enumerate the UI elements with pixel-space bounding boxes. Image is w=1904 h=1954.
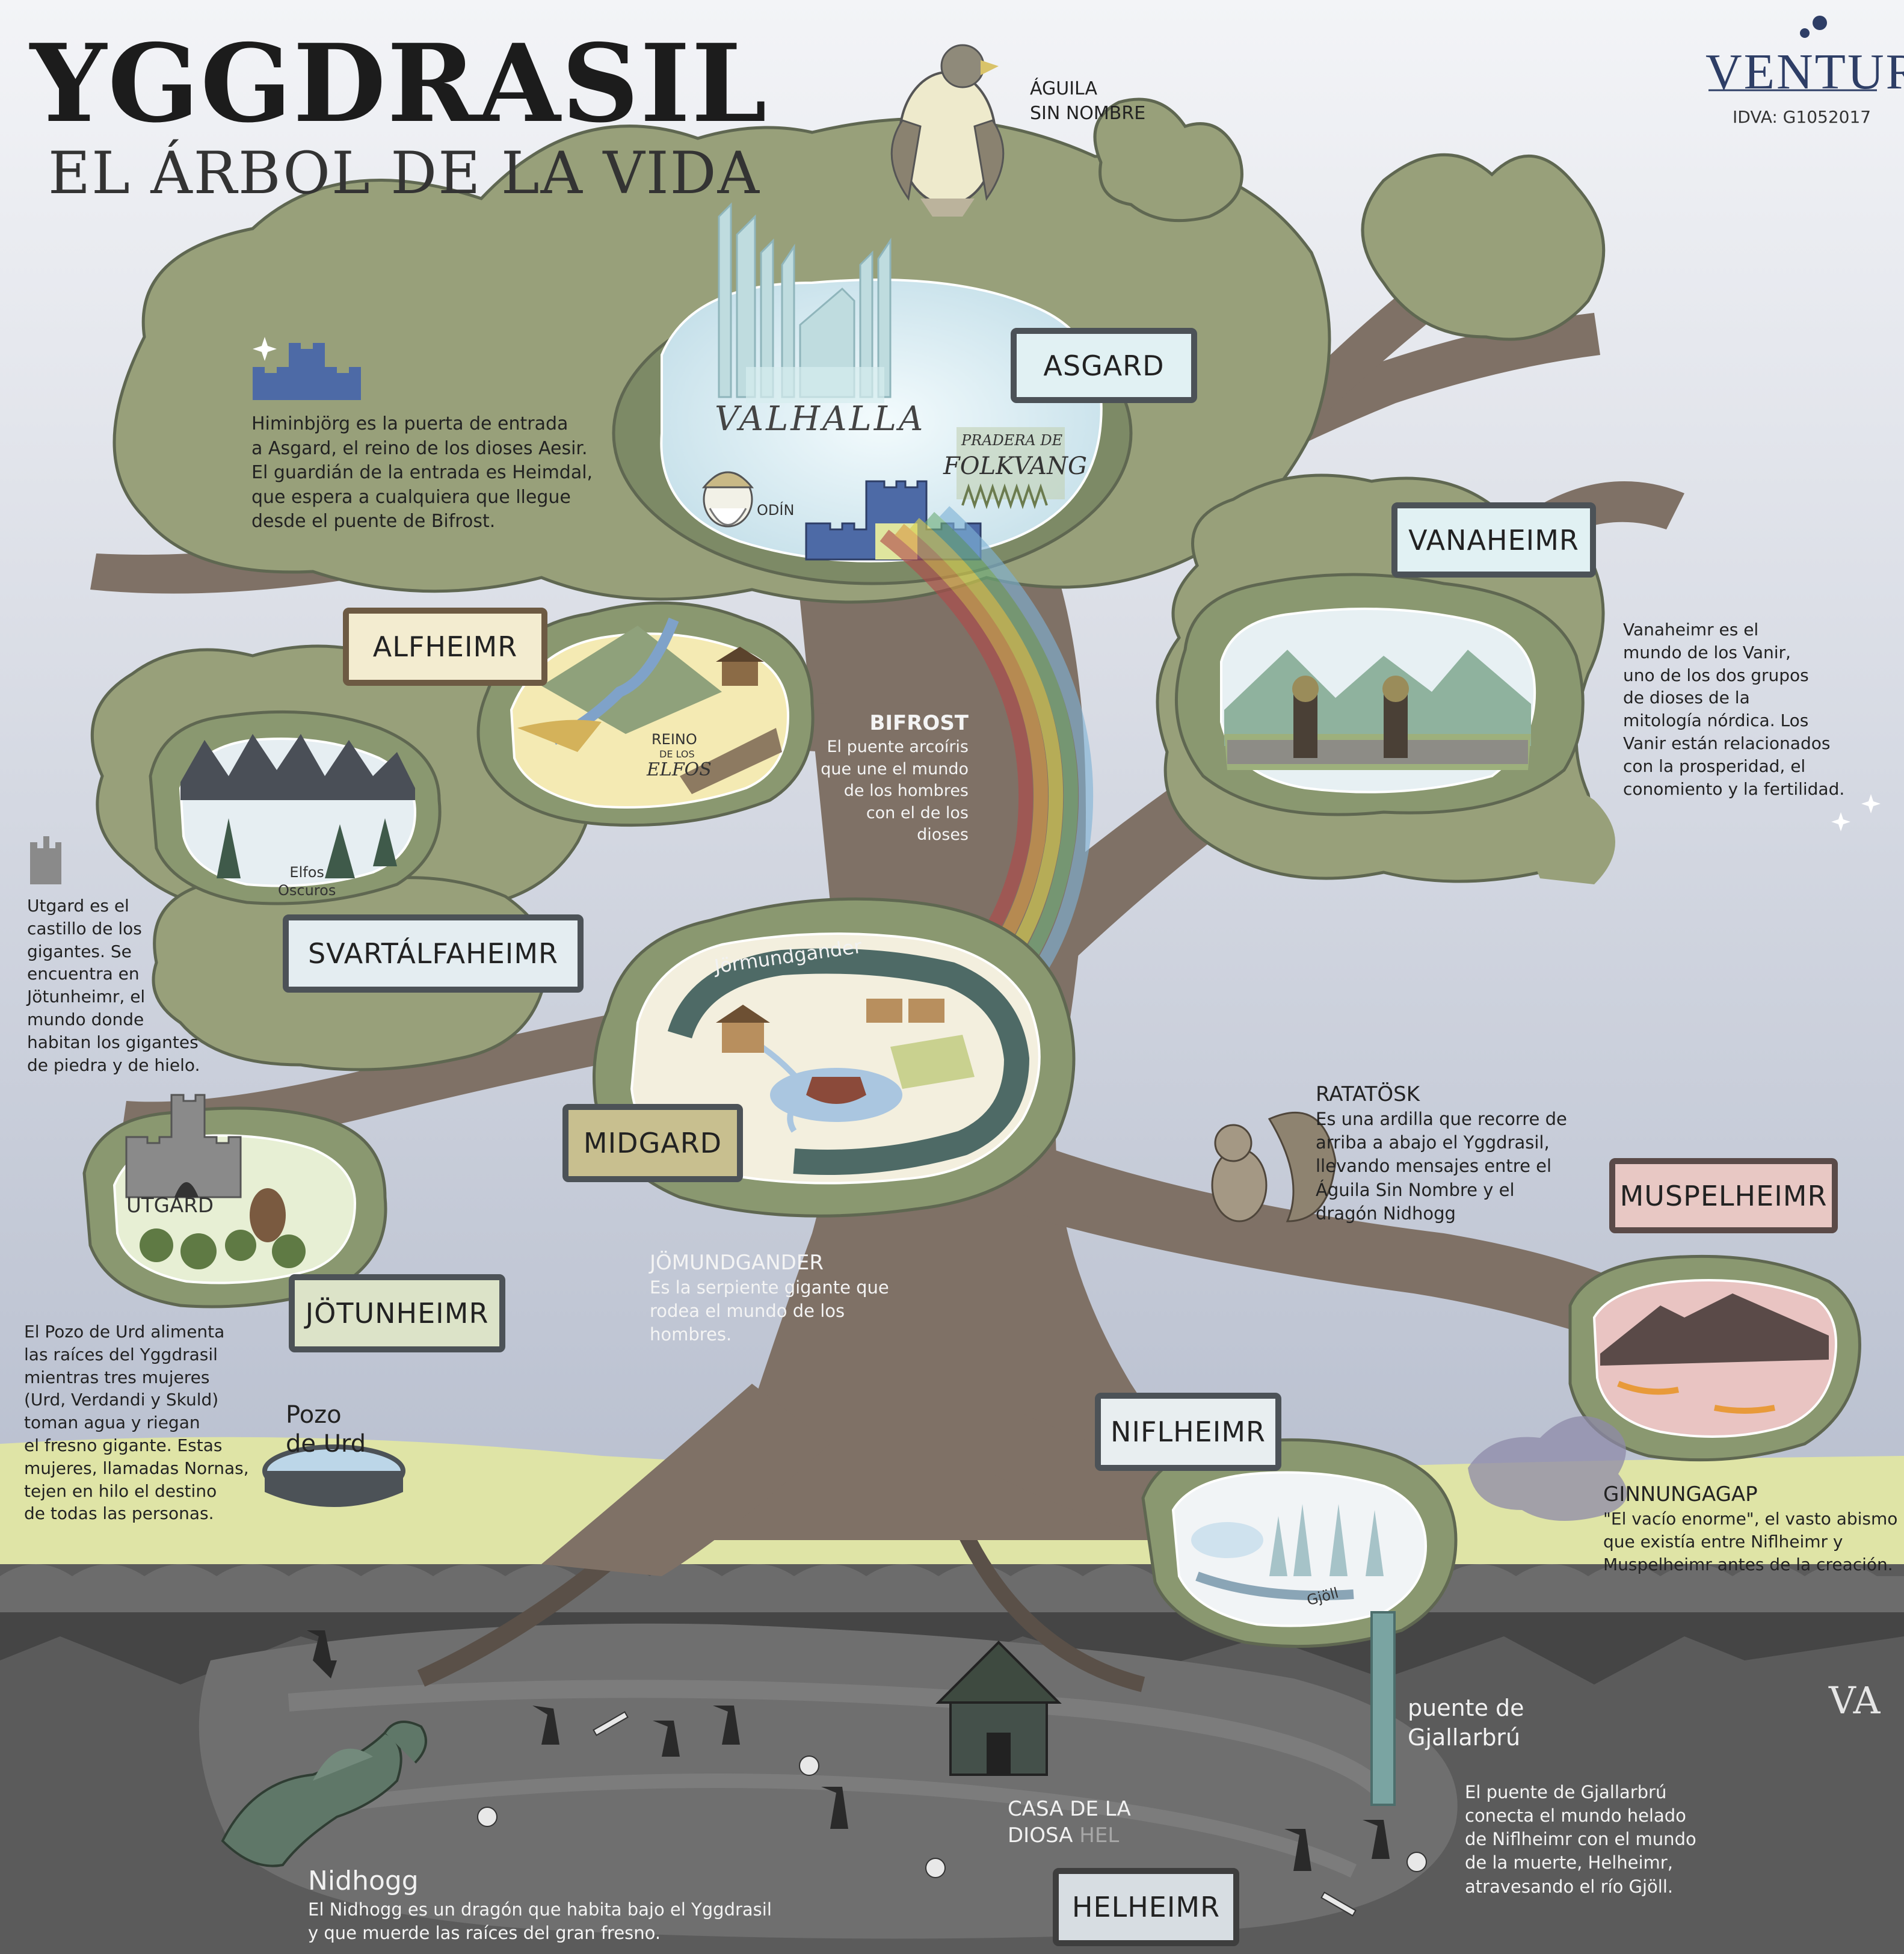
gjallarbru-bridge	[1370, 1611, 1396, 1806]
realm-plate-helheimr: HELHEIMR	[1053, 1868, 1239, 1946]
pradera-label: PRADERA DE	[961, 432, 1063, 449]
asgard-bubble	[612, 202, 1133, 585]
realm-plate-niflheimr: NIFLHEIMR	[1095, 1393, 1281, 1471]
pozo-label: Pozo de Urd	[286, 1401, 366, 1458]
star-icon	[253, 337, 1881, 831]
reino-label: REINO	[652, 731, 697, 748]
vanaheimr-bubble	[1174, 573, 1585, 816]
odin-label: ODÍN	[757, 502, 795, 519]
realm-plate-muspelheimr: MUSPELHEIMR	[1609, 1158, 1838, 1233]
page-title: YGGDRASIL	[30, 20, 768, 146]
skull-icon	[477, 1807, 498, 1827]
skull-icon	[1406, 1852, 1427, 1872]
utgard-text: Utgard es el castillo de los gigantes. S…	[27, 896, 200, 1075]
castle-icon	[253, 343, 361, 400]
ginnungagap-text: GINNUNGAGAP "El vacío enorme", el vasto …	[1603, 1482, 1898, 1574]
ginnungagap-mist	[1468, 1416, 1627, 1521]
ship-icon	[806, 1077, 866, 1104]
well-of-urd	[262, 1444, 405, 1507]
pozo-text: El Pozo de Urd alimenta las raíces del Y…	[24, 1322, 249, 1524]
castle-icon	[125, 1094, 242, 1198]
page-subtitle: EL ÁRBOL DE LA VIDA	[48, 140, 760, 207]
svartalfaheimr-bubble	[149, 710, 442, 905]
skull-icon	[799, 1755, 819, 1776]
utgard-label: UTGARD	[126, 1194, 214, 1218]
folkvang-label: FOLKVANG	[943, 452, 1088, 480]
volcano-icon	[1600, 1293, 1829, 1366]
casa-hel-label: CASA DE LA DIOSA HEL	[1008, 1797, 1131, 1848]
skull-icon	[925, 1858, 946, 1878]
jotunheimr-bubble	[82, 1094, 387, 1308]
bifrost-text: BIFROST El puente arcoíris que une el mu…	[821, 711, 969, 844]
brand-logo: VENTURA	[1705, 44, 1904, 100]
eagle-icon	[890, 44, 1005, 217]
valhalla-label: VALHALLA	[715, 399, 926, 439]
realm-plate-svartalfaheimr: SVARTÁLFAHEIMR	[283, 914, 584, 993]
house-icon	[935, 1641, 1062, 1776]
gjallarbru-label: puente de Gjallarbrú	[1408, 1695, 1524, 1751]
gjallarbru-text: El puente de Gjallarbrú conecta el mundo…	[1465, 1782, 1696, 1897]
dragon-icon	[221, 1721, 427, 1867]
squirrel-icon	[1211, 1111, 1337, 1222]
muspelheimr-bubble	[1568, 1254, 1861, 1462]
serpent-icon	[667, 948, 1030, 1175]
vanaheimr-text: Vanaheimr es el mundo de los Vanir, uno …	[1623, 620, 1845, 799]
realm-plate-alfheimr: ALFHEIMR	[343, 608, 547, 686]
realm-plate-asgard: ASGARD	[1011, 328, 1197, 403]
realm-plate-jotunheimr: JÖTUNHEIMR	[289, 1274, 505, 1352]
niflheimr-bubble	[1141, 1438, 1458, 1648]
realm-plate-vanaheimr: VANAHEIMR	[1391, 502, 1596, 578]
corner-logo: VA	[1829, 1678, 1881, 1722]
jomundgander-text: JÖMUNDGANDER Es la serpiente gigante que…	[650, 1251, 889, 1345]
castle-icon	[30, 836, 61, 884]
bone-icon	[593, 1711, 629, 1736]
de-los-label: DE LOS	[659, 748, 695, 760]
eagle-label: ÁGUILA SIN NOMBRE	[1030, 78, 1146, 124]
alfheimr-bubble	[476, 601, 815, 827]
realm-plate-midgard: MIDGARD	[562, 1104, 743, 1182]
bone-icon	[1320, 1891, 1357, 1917]
image-code: IDVA: G1052017	[1733, 107, 1872, 127]
odin-figure	[701, 471, 754, 528]
nidhogg-text: Nidhogg El Nidhogg es un dragón que habi…	[308, 1866, 772, 1944]
elfos-oscuros-label: Elfos Oscuros	[278, 864, 336, 899]
ratatosk-text: RATATÖSK Es una ardilla que recorre de a…	[1316, 1082, 1567, 1224]
himinbjorg-text: Himinbjörg es la puerta de entrada a Asg…	[251, 413, 593, 532]
elfos-label: ELFOS	[647, 759, 712, 780]
